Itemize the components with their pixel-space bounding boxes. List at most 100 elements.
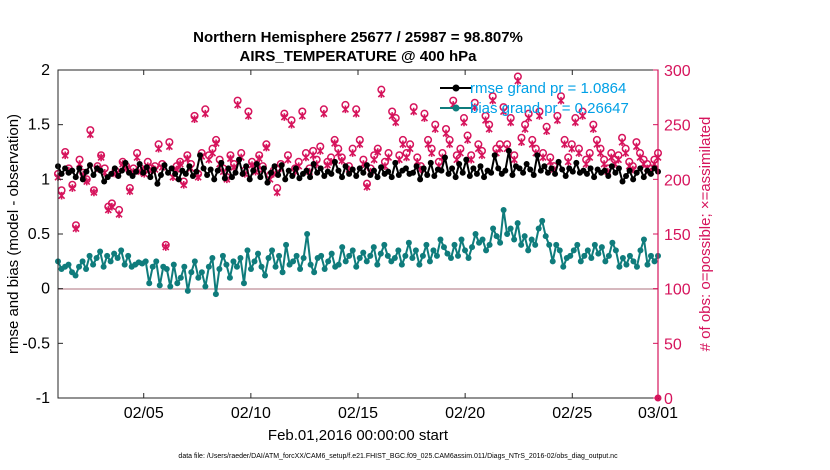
bias-point xyxy=(497,239,504,246)
bias-point xyxy=(177,274,184,281)
rmse-point xyxy=(232,169,239,176)
bias-point xyxy=(377,250,384,257)
bias-point xyxy=(486,241,493,248)
rmse-point xyxy=(552,170,559,177)
rmse-point xyxy=(367,171,374,178)
rmse-point xyxy=(392,159,399,166)
obs-assimilated-marker xyxy=(507,118,515,127)
obs-assimilated-marker xyxy=(374,148,382,156)
bias-point xyxy=(455,252,461,259)
rmse-point xyxy=(79,176,86,183)
bias-point xyxy=(247,265,254,272)
rmse-point xyxy=(523,161,530,168)
bias-point xyxy=(258,263,265,270)
rmse-point xyxy=(569,168,576,175)
y-tick-label: 2 xyxy=(41,62,50,79)
rmse-point xyxy=(491,152,498,159)
bias-point xyxy=(198,269,205,276)
bias-point xyxy=(226,274,233,281)
bias-point xyxy=(514,220,521,227)
legend-rmse-label: rmse grand pr = 1.0864 xyxy=(470,80,626,97)
rmse-point xyxy=(544,169,551,176)
obs-assimilated-marker xyxy=(392,118,400,127)
bias-point xyxy=(504,231,511,237)
obs-assimilated-marker xyxy=(255,154,263,163)
bias-point xyxy=(356,255,363,262)
x-axis: 02/05 02/10 02/15 02/20 02/25 03/01 xyxy=(124,70,678,422)
y-axis-label: rmse and bias (model - observation) xyxy=(5,114,22,354)
x-tick-label: 02/10 xyxy=(231,405,271,422)
bias-point xyxy=(79,258,86,265)
obs-assimilated-marker xyxy=(600,160,608,168)
rmse-point xyxy=(623,173,630,180)
bias-point xyxy=(328,250,335,257)
y-axis-right-label: # of obs: o=possible; ×=assimilated xyxy=(697,117,714,352)
rmse-point xyxy=(157,171,164,178)
x-tick-label: 02/20 xyxy=(445,405,485,422)
bias-point xyxy=(335,261,342,268)
rmse-point xyxy=(605,173,612,180)
rmse-point xyxy=(346,170,353,177)
obs-assimilated-marker xyxy=(446,140,454,149)
bias-point xyxy=(521,233,528,240)
rmse-point xyxy=(356,165,363,172)
rmse-point xyxy=(424,171,431,178)
bias-point xyxy=(458,236,465,243)
obs-assimilated-marker xyxy=(442,129,450,138)
rmse-point xyxy=(410,169,417,176)
obs-assimilated-marker xyxy=(388,112,396,120)
obs-assimilated-marker xyxy=(316,147,324,155)
rmse-point xyxy=(292,165,299,172)
bias-point xyxy=(163,265,170,272)
bias-point xyxy=(223,261,230,268)
obs-assimilated-marker xyxy=(424,140,432,149)
y-tick-label: 0 xyxy=(41,281,50,298)
obs-assimilated-marker xyxy=(86,130,94,139)
rmse-point xyxy=(520,169,527,176)
obs-assimilated-marker xyxy=(341,105,349,114)
y-tick-label: 1 xyxy=(41,171,50,188)
rmse-point xyxy=(143,164,150,171)
obs-assimilated-marker xyxy=(525,114,533,122)
obs-assimilated-marker xyxy=(478,151,486,160)
obs-assimilated-marker xyxy=(234,101,242,109)
bias-point xyxy=(283,241,290,248)
obs-assimilated-marker xyxy=(384,153,393,162)
rmse-point xyxy=(360,169,367,176)
rmse-point xyxy=(541,163,548,170)
rmse-point xyxy=(236,156,243,163)
y-right-tick-label: 200 xyxy=(664,172,691,189)
obs-assimilated-marker xyxy=(72,224,80,233)
rmse-point xyxy=(303,167,310,174)
bias-point xyxy=(616,263,623,270)
bias-point xyxy=(398,261,405,268)
rmse-point xyxy=(321,173,328,180)
obs-assimilated-marker xyxy=(320,109,328,118)
bias-point xyxy=(626,252,633,259)
obs-assimilated-marker xyxy=(287,120,296,129)
obs-assimilated-marker xyxy=(356,140,364,149)
obs-assimilated-marker xyxy=(467,155,475,164)
bias-point xyxy=(630,258,637,265)
rmse-point xyxy=(335,167,342,174)
obs-assimilated-marker xyxy=(564,158,572,166)
bias-point xyxy=(395,247,402,254)
rmse-point xyxy=(253,161,260,168)
bias-point xyxy=(423,241,430,248)
bias-point xyxy=(107,258,114,265)
bias-point xyxy=(490,225,497,232)
rmse-point xyxy=(271,163,278,170)
bias-point xyxy=(447,255,454,262)
rmse-point xyxy=(370,167,377,174)
obs-assimilated-marker xyxy=(428,149,436,157)
bias-point xyxy=(167,283,174,290)
bias-point xyxy=(469,244,476,251)
obs-assimilated-marker xyxy=(514,77,522,85)
rmse-point xyxy=(161,162,168,169)
bias-point xyxy=(549,258,556,265)
bias-point xyxy=(216,265,223,272)
rmse-point xyxy=(339,174,346,181)
bias-point xyxy=(451,241,458,248)
obs-assimilated-marker xyxy=(636,153,644,162)
bias-point xyxy=(412,247,419,254)
